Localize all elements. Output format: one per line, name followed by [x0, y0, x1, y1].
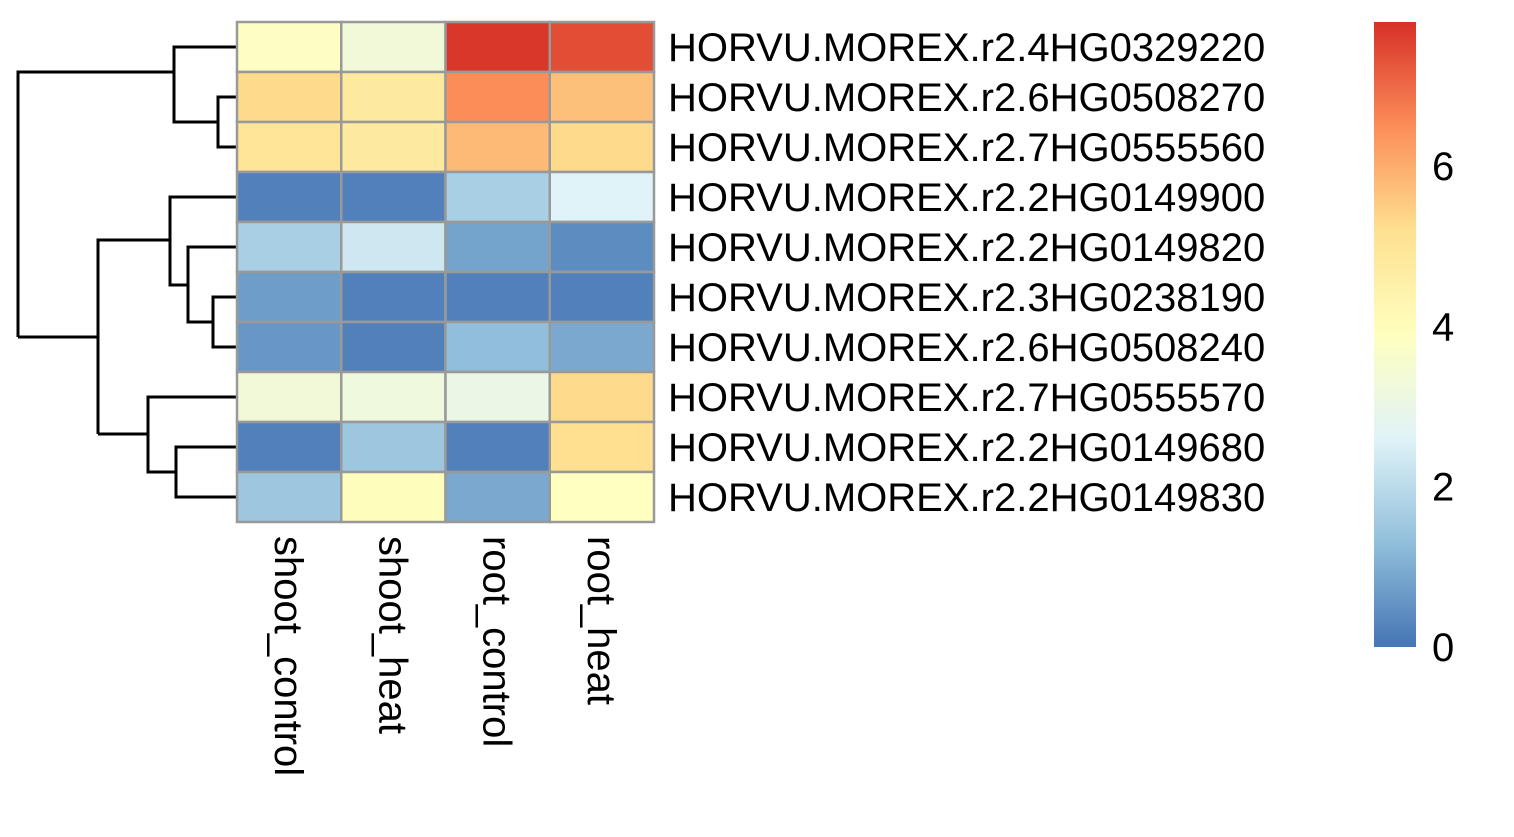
row-dendrogram [16, 45, 237, 499]
heatmap-cell [444, 70, 551, 124]
row-labels: HORVU.MOREX.r2.4HG0329220 HORVU.MOREX.r2.… [668, 26, 1265, 520]
row-label: HORVU.MOREX.r2.6HG0508270 [668, 76, 1265, 120]
heatmap-cell [340, 70, 447, 124]
dendro-link-0555570 [146, 395, 237, 434]
heatmap-cell [548, 70, 656, 124]
heatmap-cell [340, 170, 447, 224]
heatmap-cell [548, 20, 656, 74]
heatmap-cell [340, 470, 447, 524]
heatmap-cell [444, 320, 551, 374]
dendro-link-c [186, 285, 213, 324]
heatmap-cell [235, 420, 343, 474]
heatmap-cells [235, 20, 656, 524]
heatmap-cell [340, 420, 447, 474]
column-label: root_control [475, 536, 519, 747]
row-label: HORVU.MOREX.r2.7HG0555570 [668, 376, 1265, 420]
heatmap-cell [340, 270, 447, 324]
dendro-link-0555560 [216, 122, 237, 149]
heatmap-cell [235, 70, 343, 124]
column-label: shoot_heat [370, 536, 414, 734]
heatmap-cell [444, 420, 551, 474]
column-label: root_heat [579, 536, 623, 705]
heatmap-cell [444, 470, 551, 524]
heatmap-cell [235, 270, 343, 324]
dendro-link-0149830 [174, 472, 237, 499]
column-label: shoot_control [266, 536, 310, 776]
colorbar-tick-label: 6 [1432, 145, 1454, 189]
heatmap-cell [444, 20, 551, 74]
dendro-link-0508240 [211, 322, 237, 349]
heatmap-cell [340, 120, 447, 174]
heatmap-cell [548, 320, 656, 374]
colorbar-bar [1374, 22, 1416, 647]
dendro-link-a [172, 97, 218, 124]
row-label: HORVU.MOREX.r2.2HG0149830 [668, 476, 1265, 520]
row-label: HORVU.MOREX.r2.2HG0149820 [668, 226, 1265, 270]
row-label: HORVU.MOREX.r2.7HG0555560 [668, 126, 1265, 170]
heatmap-cell [235, 320, 343, 374]
dendro-link-e [96, 238, 170, 434]
heatmap-cell [548, 420, 656, 474]
heatmap-cell [235, 220, 343, 274]
dendro-link-b [16, 70, 174, 337]
dendro-link-0149680 [174, 445, 237, 472]
colorbar: 0 2 4 6 [1374, 22, 1454, 670]
row-label: HORVU.MOREX.r2.6HG0508240 [668, 326, 1265, 370]
row-label: HORVU.MOREX.r2.3HG0238190 [668, 276, 1265, 320]
dendro-link-0508270 [216, 95, 237, 122]
heatmap-cell [444, 170, 551, 224]
heatmap-cell [548, 170, 656, 224]
dendro-link-0149900 [168, 195, 237, 268]
heatmap-cell [235, 370, 343, 424]
heatmap-cell [340, 320, 447, 374]
row-label: HORVU.MOREX.r2.2HG0149900 [668, 176, 1265, 220]
dendro-link-0329220 [172, 45, 237, 97]
heatmap-cell [235, 170, 343, 224]
heatmap-cell [444, 370, 551, 424]
heatmap-cell [340, 370, 447, 424]
row-label: HORVU.MOREX.r2.4HG0329220 [668, 26, 1265, 70]
heatmap-cell [444, 270, 551, 324]
heatmap-cell [548, 370, 656, 424]
colorbar-tick-label: 2 [1432, 466, 1454, 510]
dendro-link-0238190 [211, 295, 237, 322]
colorbar-ticks: 0 2 4 6 [1432, 145, 1454, 670]
heatmap-cell [235, 120, 343, 174]
colorbar-tick-label: 0 [1432, 626, 1454, 670]
heatmap-cell [548, 220, 656, 274]
heatmap-cell [235, 470, 343, 524]
heatmap-cell [340, 220, 447, 274]
heatmap-cell [548, 470, 656, 524]
heatmap-cell [235, 20, 343, 74]
row-label: HORVU.MOREX.r2.2HG0149680 [668, 426, 1265, 470]
heatmap-cell [444, 220, 551, 274]
heatmap-cell [548, 120, 656, 174]
dendro-link-f [146, 434, 176, 474]
dendro-link-d [168, 268, 188, 287]
column-labels: shoot_control shoot_heat root_control root_… [266, 536, 623, 776]
dendro-link-0149820 [186, 245, 237, 285]
colorbar-tick-label: 4 [1432, 305, 1454, 349]
heatmap-cell [444, 120, 551, 174]
heatmap-cell [548, 270, 656, 324]
heatmap-cell [340, 20, 447, 74]
